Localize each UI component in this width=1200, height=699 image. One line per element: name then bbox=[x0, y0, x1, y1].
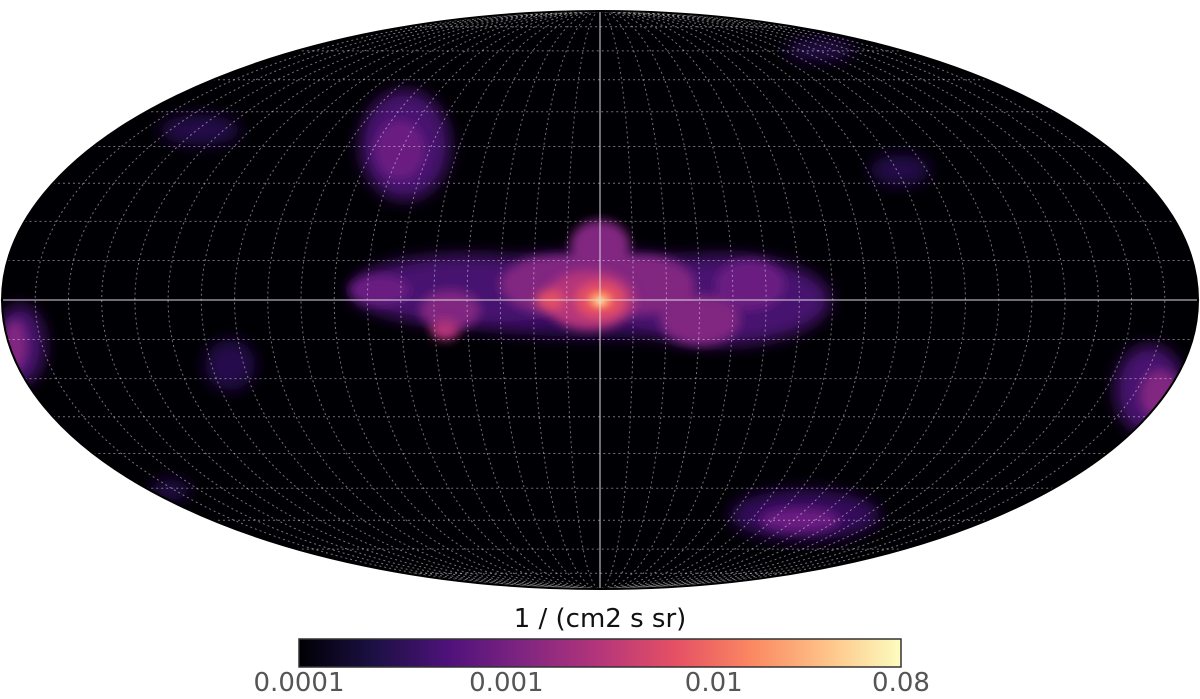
colorbar-tick-label: 0.001 bbox=[469, 668, 544, 698]
graticule-line bbox=[499, 11, 596, 589]
graticule-line bbox=[604, 11, 701, 589]
graticule-line bbox=[34, 11, 575, 589]
graticule-line bbox=[234, 11, 584, 589]
colorbar bbox=[298, 638, 902, 668]
map-outline bbox=[1, 10, 1199, 590]
colorbar-tick-label: 0.01 bbox=[684, 668, 743, 698]
colorbar-unit-label: 1 / (cm2 s sr) bbox=[513, 604, 687, 634]
graticule-line bbox=[614, 11, 933, 589]
graticule-line bbox=[625, 11, 1166, 589]
colorbar-gradient bbox=[298, 638, 902, 668]
graticule-line bbox=[267, 11, 586, 589]
graticule-line bbox=[602, 11, 667, 589]
colorbar-tick-label: 0.08 bbox=[872, 668, 930, 698]
graticule-line bbox=[622, 11, 1099, 589]
graticule-line bbox=[616, 11, 966, 589]
sky-map bbox=[0, 10, 1200, 590]
graticule-line bbox=[533, 11, 598, 589]
colorbar-tick-label: 0.0001 bbox=[253, 668, 345, 698]
graticule-line bbox=[167, 11, 581, 589]
graticule-line bbox=[619, 11, 1033, 589]
graticule-line bbox=[101, 11, 578, 589]
graticule-line bbox=[134, 11, 580, 589]
graticule-line bbox=[620, 11, 1066, 589]
